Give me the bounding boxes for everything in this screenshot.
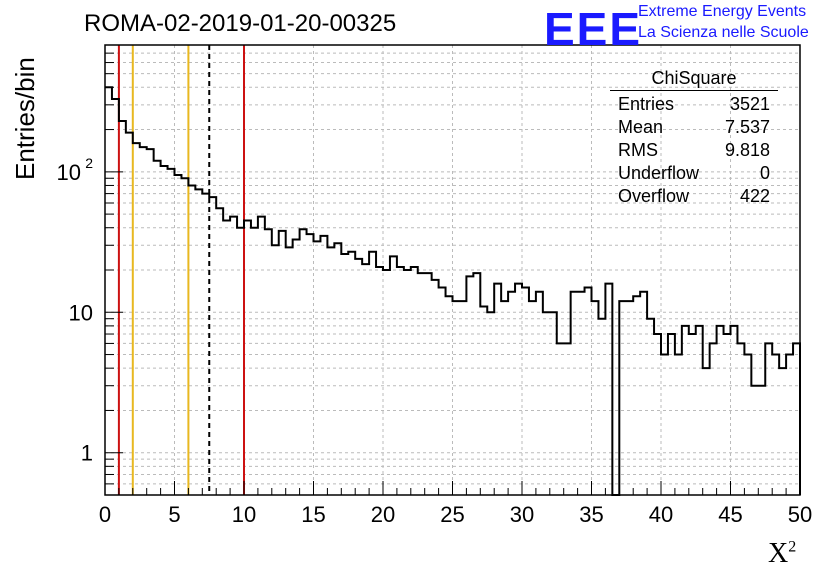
- eee-logo: EEE: [544, 3, 643, 55]
- histogram-step-line: [105, 86, 801, 496]
- y-tick-label-exponent: 2: [85, 155, 93, 171]
- stats-value: 0: [759, 163, 770, 183]
- x-tick-labels: 0 5 10 15 20 25 30 35 40 45 50: [99, 502, 812, 527]
- axis-ticks: [104, 52, 801, 495]
- y-axis-label: Entries/bin: [10, 57, 40, 180]
- stats-value: 3521: [729, 94, 770, 114]
- x-tick-label: 30: [510, 502, 534, 527]
- x-tick-label: 35: [579, 502, 603, 527]
- logo-tagline-2: La Scienza nelle Scuole: [638, 24, 809, 41]
- stats-label: Overflow: [618, 186, 690, 206]
- x-axis-label-base: X: [768, 538, 789, 569]
- stats-label: Underflow: [618, 163, 700, 183]
- stats-row-underflow: Underflow 0: [608, 162, 778, 185]
- stats-value: 422: [739, 186, 770, 206]
- x-tick-label: 20: [371, 502, 395, 527]
- x-tick-label: 50: [788, 502, 812, 527]
- stats-value: 7.537: [724, 117, 770, 137]
- stats-box: ChiSquare Entries 3521 Mean 7.537 RMS 9.818…: [608, 68, 778, 208]
- x-tick-label: 15: [301, 502, 325, 527]
- x-tick-label: 40: [649, 502, 673, 527]
- x-tick-label: 10: [232, 502, 256, 527]
- x-tick-label: 0: [99, 502, 111, 527]
- stats-label: Mean: [618, 117, 664, 137]
- y-tick-label: 1: [81, 441, 93, 466]
- stats-row-rms: RMS 9.818: [608, 139, 778, 162]
- stats-title: ChiSquare: [610, 68, 778, 91]
- stats-row-mean: Mean 7.537: [608, 116, 778, 139]
- chart-title: ROMA-02-2019-01-20-00325: [84, 10, 397, 37]
- x-axis-label: X2: [768, 538, 796, 570]
- y-tick-label: 10: [57, 160, 81, 185]
- x-tick-label: 5: [168, 502, 180, 527]
- grid-lines: [105, 45, 800, 495]
- y-tick-label: 10: [69, 300, 93, 325]
- stats-label: Entries: [618, 94, 675, 114]
- x-tick-label: 25: [440, 502, 464, 527]
- stats-row-overflow: Overflow 422: [608, 185, 778, 208]
- stats-row-entries: Entries 3521: [608, 93, 778, 116]
- logo-tagline-1: Extreme Energy Events: [638, 3, 807, 20]
- stats-label: RMS: [618, 140, 658, 160]
- x-axis-label-superscript: 2: [788, 538, 797, 556]
- x-tick-label: 45: [718, 502, 742, 527]
- stats-value: 9.818: [724, 140, 770, 160]
